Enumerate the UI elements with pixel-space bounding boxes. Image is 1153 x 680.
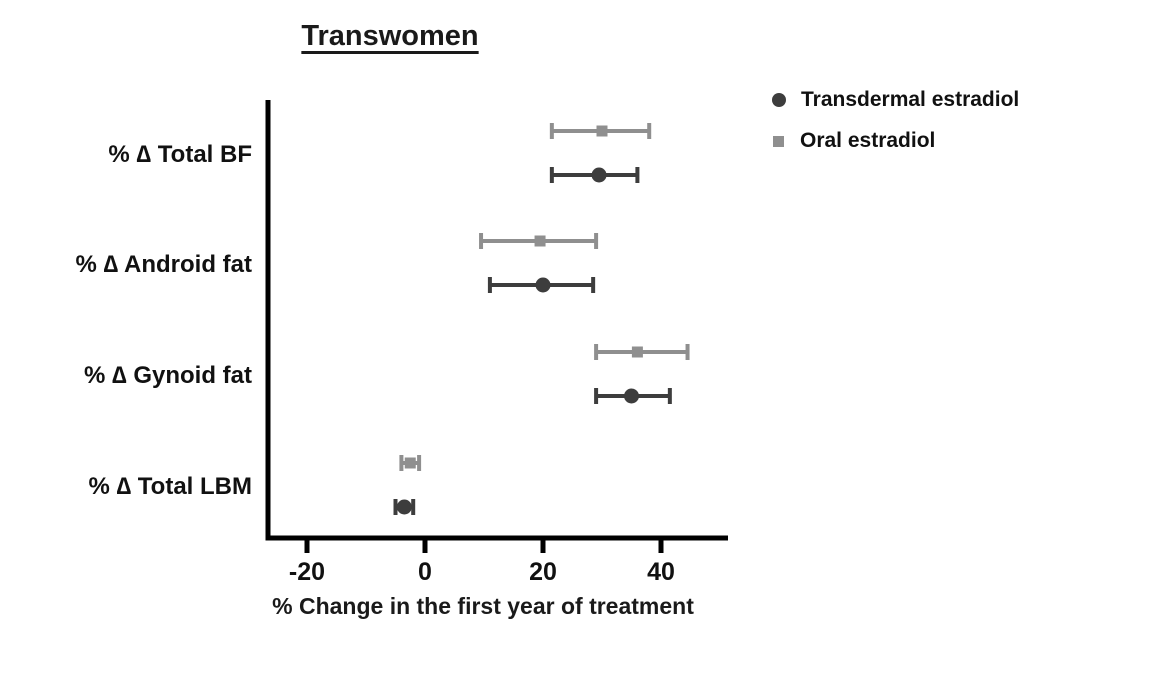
- marker-circle: [624, 388, 639, 404]
- category-label: % ∆ Android fat: [76, 251, 252, 278]
- legend-item-transdermal: Transdermal estradiol: [772, 88, 1019, 112]
- square-marker-icon: [773, 135, 784, 147]
- x-tick-label: 40: [647, 558, 675, 586]
- legend-label-oral: Oral estradiol: [800, 129, 936, 152]
- legend-label-transdermal: Transdermal estradiol: [801, 88, 1020, 111]
- marker-square: [534, 235, 546, 247]
- circle-marker-icon: [772, 93, 786, 107]
- x-tick-label: 20: [529, 558, 557, 586]
- chart-title: Transwomen: [301, 20, 479, 52]
- x-tick-label: 0: [418, 558, 432, 586]
- category-label: % ∆ Gynoid fat: [84, 362, 252, 389]
- x-axis-title: % Change in the first year of treatment: [272, 593, 694, 619]
- marker-square: [596, 125, 608, 137]
- marker-circle: [396, 499, 412, 515]
- category-label: % ∆ Total LBM: [88, 473, 252, 500]
- marker-square: [404, 457, 416, 469]
- marker-circle: [535, 277, 551, 293]
- x-tick-label: -20: [289, 558, 325, 586]
- marker-circle: [591, 167, 607, 183]
- legend-item-oral: Oral estradiol: [772, 129, 1019, 153]
- marker-square: [631, 346, 643, 358]
- category-label: % ∆ Total BF: [108, 141, 252, 168]
- legend: Transdermal estradiol Oral estradiol: [772, 88, 1019, 153]
